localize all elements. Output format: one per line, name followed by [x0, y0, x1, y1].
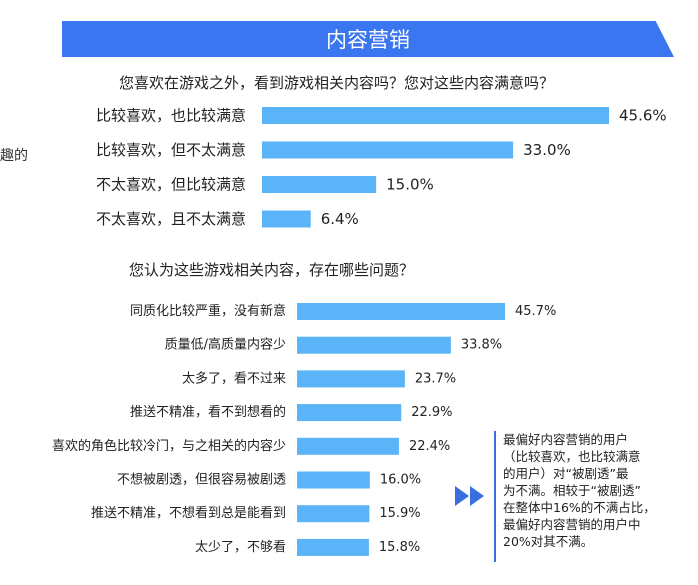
chart1-category-label-2: 不太喜欢，但比较满意: [96, 176, 246, 194]
chart2-category-label-6: 推送不精准，不想看到总是能看到: [91, 505, 286, 521]
chart2-category-label-3: 推送不精准，看不到想看的: [130, 404, 286, 420]
chart1-bar-2: [262, 176, 377, 193]
chart2-bar-7: [297, 538, 369, 556]
chart1-bar-3: [262, 210, 311, 228]
chart2-bar-4: [297, 437, 399, 455]
chart2-bar-5: [297, 471, 370, 489]
chart1-category-label-0: 比较喜欢，也比较满意: [96, 107, 246, 125]
chart2-value-label-4: 22.4%: [409, 439, 450, 454]
chart1-bar-0: [262, 107, 609, 124]
chart2-bar-1: [297, 336, 451, 354]
chart2-category-label-7: 太少了，不够看: [195, 539, 286, 555]
chart2-value-label-0: 45.7%: [515, 304, 556, 319]
chart2-bar-0: [297, 303, 505, 320]
annotation-accent-line: [494, 431, 496, 562]
chart2-bar-6: [297, 505, 370, 523]
section-banner: 内容营销: [62, 21, 674, 57]
cropped-side-label: 趣的: [0, 148, 28, 164]
chart2-category-label-5: 不想被剧透，但很容易被剧透: [117, 472, 286, 488]
chart2-category-label-1: 质量低/高质量内容少: [165, 337, 286, 353]
chart1-title: 您喜欢在游戏之外，看到游戏相关内容吗？您对这些内容满意吗？: [119, 74, 555, 92]
chart1-category-label-1: 比较喜欢，但不太满意: [96, 141, 246, 159]
chart1-category-label-3: 不太喜欢，且不太满意: [96, 210, 246, 228]
chart1-value-label-3: 6.4%: [321, 210, 359, 228]
chart2-category-label-2: 太多了，看不过来: [182, 370, 286, 386]
chart2-bar-3: [297, 404, 402, 422]
double-arrow-icon: [455, 486, 484, 506]
chart2-value-label-2: 23.7%: [415, 371, 456, 386]
chart2-title: 您认为这些游戏相关内容，存在哪些问题？: [129, 261, 415, 279]
chart2-value-label-6: 15.9%: [379, 506, 420, 521]
chart1-bar-1: [262, 141, 514, 159]
annotation-text: 最偏好内容营销的用户 （比较喜欢，也比较满意 的用户）对“被剧透”最 为不满。相…: [503, 432, 656, 549]
chart2-bar-2: [297, 370, 405, 388]
chart1-value-label-1: 33.0%: [523, 141, 571, 159]
chart2-value-label-1: 33.8%: [461, 338, 502, 353]
chart2-value-label-7: 15.8%: [379, 540, 420, 555]
section-title: 内容营销: [326, 28, 410, 52]
chart2-category-label-4: 喜欢的角色比较冷门，与之相关的内容少: [52, 438, 286, 454]
chart2-category-label-0: 同质化比较严重，没有新意: [130, 303, 286, 319]
chart1-value-label-2: 15.0%: [386, 176, 434, 194]
chart1-value-label-0: 45.6%: [619, 107, 667, 125]
chart2-value-label-5: 16.0%: [380, 473, 421, 488]
chart2-value-label-3: 22.9%: [411, 405, 452, 420]
